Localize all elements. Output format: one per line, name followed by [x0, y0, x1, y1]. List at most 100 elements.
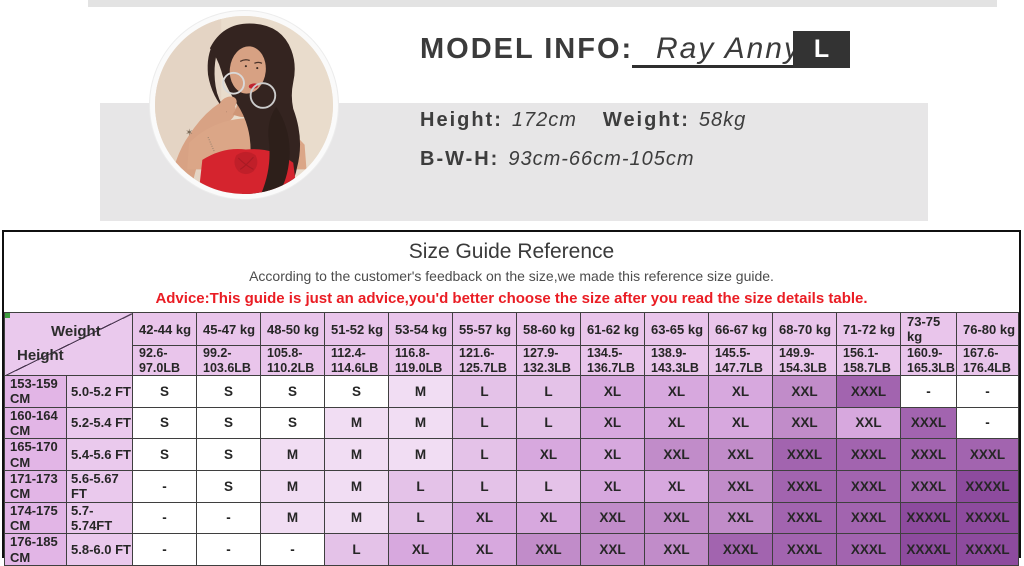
size-cell: XXXL [836, 469, 901, 503]
size-cell: - [132, 501, 197, 535]
size-cell: L [452, 438, 517, 471]
size-cell: XL [644, 375, 709, 408]
kg-header-row: Weight Height 42-44 kg 45-47 kg 48-50 kg 51… [4, 312, 1019, 376]
size-cell: S [132, 375, 197, 408]
size-row: 153-159 CM 5.0-5.2 FT S S S S M L L XL XL XL XXL XXXL… [4, 375, 1019, 408]
height-cm-cell: 171-173 CM [4, 469, 67, 503]
size-cell: XXXXL [956, 533, 1019, 566]
height-cm-cell: 176-185 CM [4, 533, 67, 566]
height-cm-cell: 153-159 CM [4, 375, 67, 408]
size-cell: S [196, 406, 261, 440]
size-cell: XL [516, 438, 581, 471]
size-cell: XXXL [772, 469, 837, 503]
size-row: 176-185 CM 5.8-6.0 FT - - - L XL XL XXL XXL XXL XXX… [4, 533, 1019, 566]
size-cell: M [324, 501, 389, 535]
size-cell: XL [516, 501, 581, 535]
kg-header-cell: 45-47 kg [196, 312, 261, 346]
size-cell: XXXXL [900, 533, 957, 566]
height-cm-cell: 165-170 CM [4, 438, 67, 471]
model-photo: ✶ [150, 11, 338, 199]
size-row: 171-173 CM 5.6-5.67 FT - S M M L L L XL XL XXL XXXL X… [4, 469, 1019, 503]
kg-header-cell: 58-60 kg [516, 312, 581, 346]
corner-height-label: Height [17, 347, 64, 364]
kg-header-cell: 73-75 kg [900, 312, 957, 346]
size-guide: Size Guide Reference According to the cu… [2, 230, 1021, 566]
size-cell: M [388, 406, 453, 440]
kg-header-cell: 66-67 kg [708, 312, 773, 346]
size-table: Weight Height 42-44 kg 45-47 kg 48-50 kg 51… [4, 312, 1019, 566]
lb-header-cell: 134.5- 136.7LB [580, 345, 645, 376]
height-ft-cell: 5.6-5.67 FT [66, 469, 133, 503]
size-cell: S [132, 406, 197, 440]
size-cell: XXXL [900, 469, 957, 503]
lb-header-cell: 160.9- 165.3LB [900, 345, 957, 376]
svg-text:✶: ✶ [185, 127, 193, 138]
size-cell: - [196, 501, 261, 535]
model-name: Ray Anny [656, 32, 801, 65]
size-cell: XXL [708, 501, 773, 535]
size-cell: XL [644, 469, 709, 503]
bwh-value: 93cm-66cm-105cm [508, 148, 695, 170]
top-strip [88, 0, 997, 7]
size-cell: XXL [772, 406, 837, 440]
size-cell: XXL [644, 533, 709, 566]
size-cell: XXL [708, 469, 773, 503]
kg-header-cell: 51-52 kg [324, 312, 389, 346]
size-cell: XXL [516, 533, 581, 566]
size-cell: XXL [772, 375, 837, 408]
size-cell: - [132, 469, 197, 503]
size-cell: M [324, 469, 389, 503]
size-cell: XXXL [772, 533, 837, 566]
lb-header-cell: 121.6- 125.7LB [452, 345, 517, 376]
size-cell: M [260, 501, 325, 535]
bwh-label: B-W-H: [420, 148, 500, 170]
corner-marker [5, 313, 10, 318]
size-cell: L [388, 501, 453, 535]
size-cell: L [452, 406, 517, 440]
height-value: 172cm [511, 109, 577, 131]
size-cell: - [196, 533, 261, 566]
model-stats-line1: Height: 172cm Weight: 58kg [420, 110, 746, 130]
size-cell: S [132, 438, 197, 471]
size-table-body: 153-159 CM 5.0-5.2 FT S S S S M L L XL XL XL XXL XXXL… [4, 375, 1019, 566]
size-cell: XXXL [836, 533, 901, 566]
lb-header-cell: 116.8- 119.0LB [388, 345, 453, 376]
height-ft-cell: 5.4-5.6 FT [66, 438, 133, 471]
height-ft-cell: 5.0-5.2 FT [66, 375, 133, 408]
model-info-label: MODEL INFO: [420, 33, 634, 65]
size-cell: XL [580, 375, 645, 408]
kg-header-cell: 53-54 kg [388, 312, 453, 346]
height-cm-cell: 174-175 CM [4, 501, 67, 535]
size-cell: - [900, 375, 957, 408]
size-cell: L [452, 375, 517, 408]
size-cell: XL [708, 375, 773, 408]
lb-header-cell: 112.4- 114.6LB [324, 345, 389, 376]
size-cell: - [956, 406, 1019, 440]
size-cell: XL [644, 406, 709, 440]
size-cell: L [324, 533, 389, 566]
size-cell: XXXL [836, 438, 901, 471]
size-cell: XL [388, 533, 453, 566]
size-cell: L [516, 406, 581, 440]
size-cell: XXXL [900, 406, 957, 440]
kg-header-cell: 68-70 kg [772, 312, 837, 346]
lb-header-cell: 92.6- 97.0LB [132, 345, 197, 376]
lb-header-cell: 156.1- 158.7LB [836, 345, 901, 376]
size-cell: S [196, 469, 261, 503]
model-name-underline [632, 65, 793, 68]
kg-header-cell: 42-44 kg [132, 312, 197, 346]
size-cell: XL [452, 501, 517, 535]
height-cm-cell: 160-164 CM [4, 406, 67, 440]
size-cell: XXXL [836, 501, 901, 535]
size-cell: XXL [580, 501, 645, 535]
model-stats-line2: B-W-H: 93cm-66cm-105cm [420, 149, 695, 169]
size-cell: M [324, 406, 389, 440]
size-cell: XXXL [900, 438, 957, 471]
weight-label: Weight: [602, 109, 690, 131]
size-cell: XXXL [708, 533, 773, 566]
kg-header-cell: 48-50 kg [260, 312, 325, 346]
kg-header-cell: 61-62 kg [580, 312, 645, 346]
size-cell: - [260, 533, 325, 566]
corner-cell: Weight Height [4, 312, 133, 376]
model-size-badge: L [793, 31, 850, 68]
